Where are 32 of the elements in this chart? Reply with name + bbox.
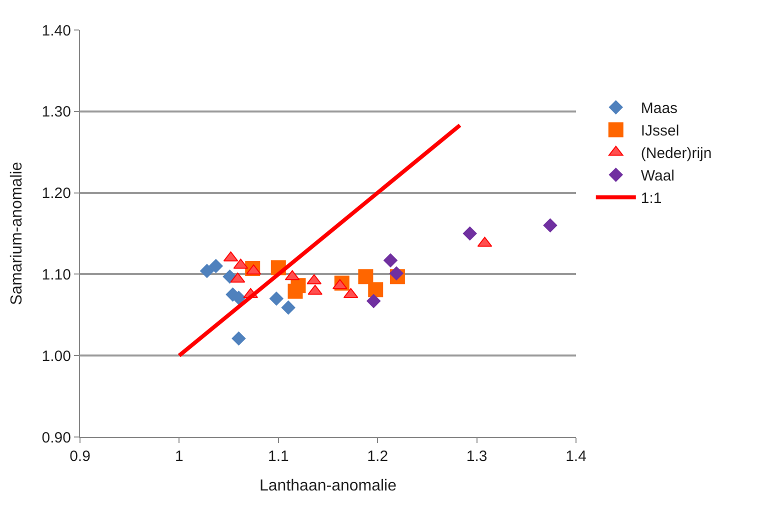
- x-tick-label: 1.4: [566, 448, 586, 465]
- x-axis-title: Lanthaan-anomalie: [260, 478, 397, 495]
- x-tick-label: 1: [175, 448, 184, 465]
- x-tick-label: 0.9: [70, 448, 90, 465]
- point: [358, 269, 374, 284]
- legend-label: Maas: [640, 100, 678, 118]
- y-tick-label: 1.00: [42, 348, 71, 365]
- point: [208, 258, 224, 274]
- point: [290, 278, 306, 294]
- point: [543, 218, 558, 233]
- point: [200, 264, 214, 278]
- x-tick-label: 1.1: [268, 448, 289, 465]
- point: [366, 294, 381, 308]
- y-tick-label: 1.40: [42, 22, 71, 40]
- point: [389, 266, 404, 281]
- point: [281, 300, 296, 315]
- legend-label: IJssel: [640, 122, 680, 140]
- legend-label: 1:1: [640, 190, 662, 208]
- y-tick-label: 1.20: [42, 185, 71, 202]
- point: [368, 282, 384, 298]
- y-tick-label: 0.90: [42, 429, 71, 446]
- y-tick-label: 1.10: [42, 266, 71, 284]
- legend-label: (Neder)rijn: [640, 145, 712, 162]
- point: [383, 253, 398, 268]
- legend-label: Waal: [640, 168, 675, 185]
- x-tick-label: 1.2: [367, 448, 388, 465]
- y-tick-label: 1.30: [42, 104, 71, 121]
- x-tick-label: 1.3: [466, 448, 488, 465]
- point: [269, 291, 284, 306]
- point: [232, 331, 246, 346]
- point: [462, 226, 478, 241]
- y-axis-title: Samarium-anomalie: [8, 162, 26, 306]
